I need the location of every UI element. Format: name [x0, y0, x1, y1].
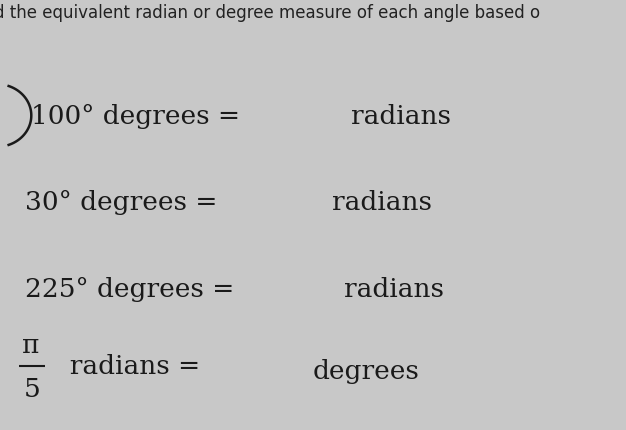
Text: d the equivalent radian or degree measure of each angle based o: d the equivalent radian or degree measur… — [0, 4, 540, 22]
Text: π: π — [22, 333, 39, 358]
Text: radians: radians — [332, 190, 432, 215]
Text: 100° degrees =: 100° degrees = — [31, 104, 240, 129]
Text: degrees: degrees — [313, 358, 420, 383]
Text: radians =: radians = — [53, 353, 200, 378]
Text: 225° degrees =: 225° degrees = — [25, 276, 234, 301]
Text: radians: radians — [344, 276, 444, 301]
Text: 30° degrees =: 30° degrees = — [25, 190, 217, 215]
Text: 5: 5 — [24, 376, 41, 401]
Text: radians: radians — [351, 104, 451, 129]
